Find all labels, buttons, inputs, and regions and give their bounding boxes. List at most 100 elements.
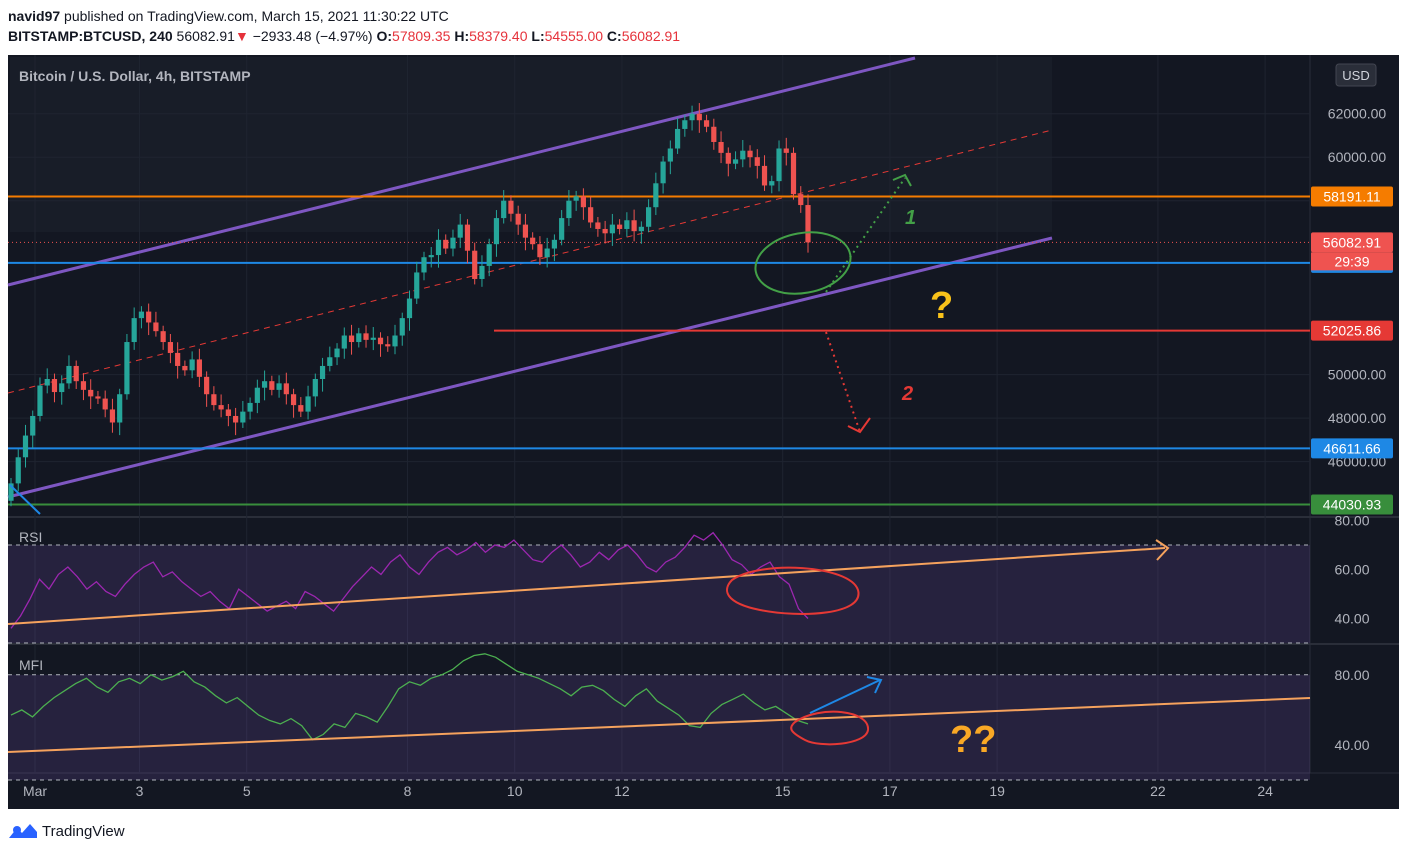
candle-body[interactable] [754, 157, 760, 166]
candle-body[interactable] [233, 415, 239, 423]
candle-body[interactable] [689, 113, 695, 121]
channel-upper-line[interactable] [7, 56, 916, 287]
candle-body[interactable] [66, 365, 72, 384]
candle-body[interactable] [631, 220, 637, 232]
candle-body[interactable] [80, 381, 87, 390]
candle-body[interactable] [501, 200, 507, 219]
candle-body[interactable] [522, 224, 529, 238]
currency-button[interactable] [1335, 63, 1377, 87]
candle-body[interactable] [783, 148, 789, 153]
candle-body[interactable] [696, 113, 702, 121]
candle-body[interactable] [580, 196, 586, 208]
candle-body[interactable] [682, 120, 688, 129]
candle-body[interactable] [204, 376, 210, 395]
rsi-pane[interactable]: 80.00 60.00 40.00 [7, 512, 1370, 644]
price-axis[interactable]: 62000.0060000.0058000.0050000.0048000.00… [1311, 106, 1393, 515]
candle-body[interactable] [182, 365, 188, 371]
candle-body[interactable] [399, 318, 405, 336]
candle-body[interactable] [341, 335, 347, 349]
price-pane[interactable] [7, 56, 1310, 515]
publisher-name[interactable]: navid97 [8, 8, 61, 24]
candle-body[interactable] [747, 150, 753, 158]
candle-body[interactable] [559, 218, 565, 240]
mfi-circle-annotation[interactable] [790, 710, 870, 746]
candle-body[interactable] [703, 120, 710, 127]
price-level-badge[interactable] [1311, 494, 1393, 515]
candle-body[interactable] [131, 318, 137, 343]
mfi-line[interactable] [10, 653, 809, 741]
candle-body[interactable] [59, 383, 65, 393]
candle-body[interactable] [421, 257, 427, 273]
candle-body[interactable] [8, 483, 14, 501]
circle-annotation[interactable] [751, 225, 856, 301]
candle-body[interactable] [37, 385, 43, 416]
candle-body[interactable] [674, 128, 681, 149]
candle-body[interactable] [356, 333, 362, 343]
candle-body[interactable] [443, 239, 449, 249]
candle-body[interactable] [44, 379, 50, 386]
candle-body[interactable] [218, 405, 224, 410]
candle-body[interactable] [124, 342, 130, 395]
candle-body[interactable] [117, 394, 123, 423]
candle-body[interactable] [51, 379, 58, 393]
candle-body[interactable] [348, 335, 355, 343]
candle-body[interactable] [15, 457, 21, 484]
candle-body[interactable] [450, 237, 456, 249]
candle-body[interactable] [160, 331, 166, 343]
candle-body[interactable] [530, 237, 536, 245]
candle-body[interactable] [385, 344, 391, 347]
candle-body[interactable] [247, 402, 253, 412]
candle-body[interactable] [334, 348, 340, 358]
candle-body[interactable] [798, 194, 804, 206]
candle-body[interactable] [493, 218, 500, 245]
mfi-arrow[interactable] [809, 679, 881, 714]
candle-body[interactable] [544, 248, 550, 258]
candle-body[interactable] [283, 383, 289, 395]
tradingview-logo[interactable]: TradingView [8, 820, 125, 842]
candle-body[interactable] [472, 250, 478, 279]
candle-body[interactable] [486, 244, 492, 266]
candle-body[interactable] [551, 239, 558, 249]
candle-body[interactable] [609, 224, 615, 234]
old-trend-line[interactable] [9, 484, 41, 515]
candle-body[interactable] [718, 141, 724, 153]
candle-body[interactable] [312, 379, 318, 397]
candle-body[interactable] [377, 337, 384, 345]
candle-body[interactable] [508, 200, 514, 214]
candle-body[interactable] [254, 387, 260, 403]
rsi-circle-annotation[interactable] [726, 566, 860, 615]
candle-body[interactable] [414, 272, 420, 299]
candle-body[interactable] [240, 411, 246, 423]
candle-body[interactable] [667, 148, 673, 162]
price-level-badge[interactable] [1311, 320, 1393, 341]
candle-body[interactable] [153, 322, 159, 332]
candle-body[interactable] [138, 311, 145, 319]
candle-body[interactable] [464, 224, 471, 251]
mfi-pane[interactable]: 80.00 40.00 [7, 653, 1370, 781]
candle-body[interactable] [435, 239, 442, 256]
channel-midline[interactable] [7, 129, 1053, 394]
candle-body[interactable] [102, 398, 108, 410]
candle-body[interactable] [73, 365, 79, 382]
candle-body[interactable] [761, 165, 768, 186]
candle-body[interactable] [624, 220, 630, 229]
candle-body[interactable] [269, 381, 275, 390]
candle-body[interactable] [189, 359, 195, 371]
candle-body[interactable] [305, 396, 311, 412]
candle-body[interactable] [261, 381, 268, 388]
candle-body[interactable] [428, 255, 434, 258]
scenario-1-path[interactable] [825, 177, 906, 293]
price-level-badge[interactable] [1311, 232, 1393, 253]
candle-body[interactable] [146, 311, 152, 323]
candle-body[interactable] [595, 222, 601, 229]
candle-body[interactable] [732, 159, 739, 164]
candle-body[interactable] [363, 333, 369, 340]
candle-body[interactable] [225, 409, 231, 416]
candle-body[interactable] [276, 383, 282, 390]
candle-body[interactable] [392, 335, 398, 347]
candle-body[interactable] [566, 200, 572, 219]
candle-body[interactable] [88, 389, 94, 397]
candle-body[interactable] [109, 409, 116, 423]
candle-body[interactable] [790, 152, 797, 195]
